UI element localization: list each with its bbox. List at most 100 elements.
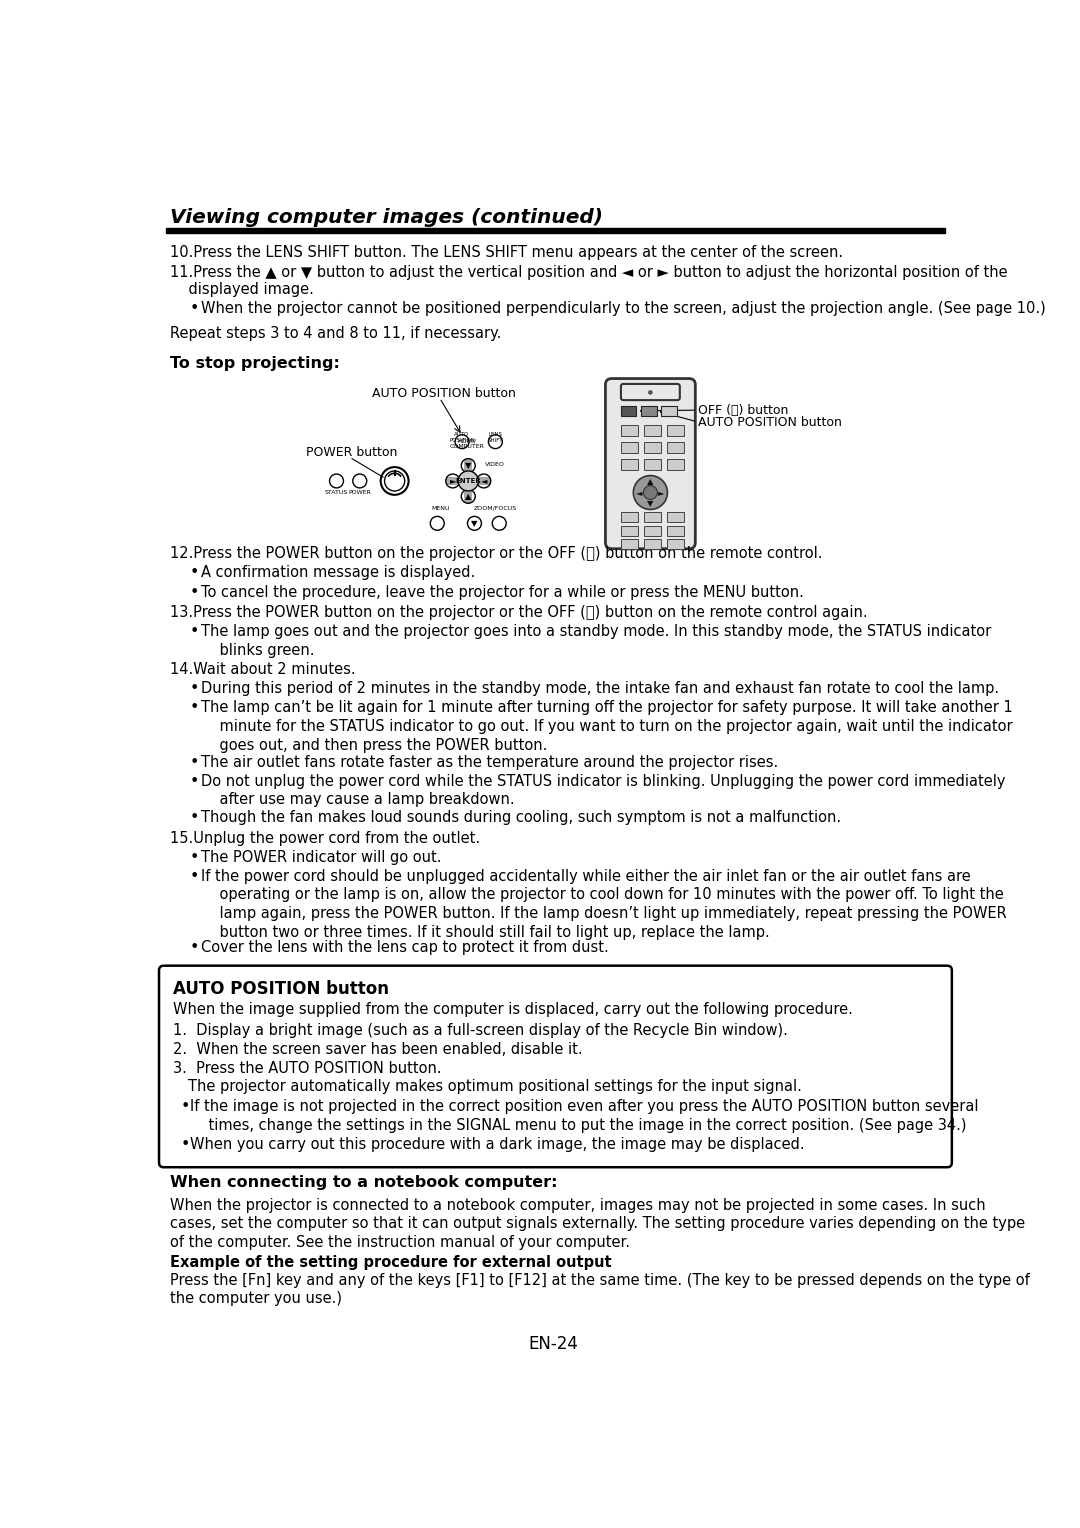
Text: ◄: ◄ [481, 477, 487, 486]
Text: When connecting to a notebook computer:: When connecting to a notebook computer: [170, 1175, 557, 1190]
Text: Press the [Fn] key and any of the keys [F1] to [F12] at the same time. (The key : Press the [Fn] key and any of the keys [… [170, 1273, 1029, 1306]
Bar [667, 512, 685, 521]
Text: ZOOM/FOCUS: ZOOM/FOCUS [474, 506, 517, 510]
Text: MENU: MENU [432, 506, 450, 510]
Bar [621, 442, 638, 454]
Text: Repeat steps 3 to 4 and 8 to 11, if necessary.: Repeat steps 3 to 4 and 8 to 11, if nece… [170, 325, 501, 341]
Text: If the power cord should be unplugged accidentally while either the air inlet fa: If the power cord should be unplugged ac… [201, 869, 1007, 940]
Text: 12.Press the POWER button on the projector or the OFF (⏻) button on the remote c: 12.Press the POWER button on the project… [170, 547, 822, 561]
Circle shape [648, 390, 652, 394]
Text: •: • [180, 1099, 190, 1114]
Bar [621, 539, 638, 550]
Bar [621, 526, 638, 536]
Text: •: • [190, 850, 200, 865]
Text: The lamp goes out and the projector goes into a standby mode. In this standby mo: The lamp goes out and the projector goes… [201, 623, 991, 657]
Text: Though the fan makes loud sounds during cooling, such symptom is not a malfuncti: Though the fan makes loud sounds during … [201, 810, 841, 825]
Bar [446, 477, 490, 484]
Text: 11.Press the ▲ or ▼ button to adjust the vertical position and ◄ or ► button to : 11.Press the ▲ or ▼ button to adjust the… [170, 264, 1008, 280]
Text: •: • [190, 940, 200, 955]
Text: 3.  Press the AUTO POSITION button.: 3. Press the AUTO POSITION button. [173, 1060, 442, 1076]
Text: Do not unplug the power cord while the STATUS indicator is blinking. Unplugging : Do not unplug the power cord while the S… [201, 773, 1005, 807]
Text: •: • [190, 565, 200, 581]
Text: Example of the setting procedure for external output: Example of the setting procedure for ext… [170, 1254, 611, 1270]
Text: AUTO
POSITION: AUTO POSITION [449, 432, 475, 443]
Text: A confirmation message is displayed.: A confirmation message is displayed. [201, 565, 475, 581]
Text: If the image is not projected in the correct position even after you press the A: If the image is not projected in the cor… [190, 1099, 978, 1132]
Text: The lamp can’t be lit again for 1 minute after turning off the projector for saf: The lamp can’t be lit again for 1 minute… [201, 700, 1013, 753]
Text: ▼: ▼ [465, 461, 472, 471]
Text: AUTO POSITION button: AUTO POSITION button [699, 416, 842, 428]
Text: Viewing computer images (continued): Viewing computer images (continued) [170, 208, 603, 228]
Text: 10.Press the LENS SHIFT button. The LENS SHIFT menu appears at the center of the: 10.Press the LENS SHIFT button. The LENS… [170, 244, 843, 260]
Text: POWER button: POWER button [307, 446, 397, 460]
Text: 14.Wait about 2 minutes.: 14.Wait about 2 minutes. [170, 662, 355, 677]
Text: Cover the lens with the lens cap to protect it from dust.: Cover the lens with the lens cap to prot… [201, 940, 609, 955]
Bar [642, 406, 657, 416]
Bar [667, 526, 685, 536]
Text: When the projector cannot be positioned perpendicularly to the screen, adjust th: When the projector cannot be positioned … [201, 301, 1045, 316]
Text: HDMI/
COMPUTER: HDMI/ COMPUTER [449, 439, 484, 449]
Text: displayed image.: displayed image. [170, 283, 314, 298]
Bar [644, 442, 661, 454]
Text: The projector automatically makes optimum positional settings for the input sign: The projector automatically makes optimu… [189, 1079, 802, 1094]
Text: During this period of 2 minutes in the standby mode, the intake fan and exhaust : During this period of 2 minutes in the s… [201, 681, 999, 697]
FancyBboxPatch shape [606, 379, 696, 549]
Text: To stop projecting:: To stop projecting: [170, 356, 340, 371]
FancyBboxPatch shape [621, 384, 679, 400]
Text: •: • [190, 755, 200, 770]
Text: LENS
SHIFT: LENS SHIFT [488, 432, 503, 443]
Text: 13.Press the POWER button on the projector or the OFF (⏻) button on the remote c: 13.Press the POWER button on the project… [170, 605, 867, 620]
Bar [621, 458, 638, 471]
Text: POWER: POWER [349, 490, 372, 495]
Text: •: • [190, 773, 200, 788]
Text: When the projector is connected to a notebook computer, images may not be projec: When the projector is connected to a not… [170, 1198, 1025, 1250]
Bar [661, 406, 677, 416]
Bar [644, 526, 661, 536]
Text: •: • [190, 700, 200, 715]
Text: •: • [190, 585, 200, 599]
Text: ►: ► [449, 477, 456, 486]
Text: •: • [190, 810, 200, 825]
Text: EN-24: EN-24 [528, 1335, 579, 1354]
Bar [621, 425, 638, 437]
Bar [464, 458, 472, 503]
FancyBboxPatch shape [159, 966, 951, 1167]
Bar [644, 512, 661, 521]
Text: ◄: ◄ [636, 487, 643, 497]
Bar [667, 458, 685, 471]
Text: •: • [190, 623, 200, 639]
Circle shape [458, 471, 478, 490]
Text: •: • [190, 681, 200, 697]
Text: OFF (⏻) button: OFF (⏻) button [699, 403, 788, 417]
Text: AUTO POSITION button: AUTO POSITION button [372, 387, 515, 400]
Text: The POWER indicator will go out.: The POWER indicator will go out. [201, 850, 442, 865]
Text: ▲: ▲ [465, 492, 472, 501]
Text: AUTO POSITION button: AUTO POSITION button [173, 979, 389, 998]
Text: 1.  Display a bright image (such as a full-screen display of the Recycle Bin win: 1. Display a bright image (such as a ful… [173, 1024, 787, 1038]
Text: ▼: ▼ [471, 520, 477, 527]
Circle shape [644, 486, 658, 500]
Bar [644, 425, 661, 437]
Text: The air outlet fans rotate faster as the temperature around the projector rises.: The air outlet fans rotate faster as the… [201, 755, 778, 770]
Bar [644, 458, 661, 471]
Text: 2.  When the screen saver has been enabled, disable it.: 2. When the screen saver has been enable… [173, 1042, 582, 1057]
Text: When the image supplied from the computer is displaced, carry out the following : When the image supplied from the compute… [173, 1002, 853, 1018]
Bar [621, 406, 636, 416]
Bar [166, 228, 945, 234]
Text: ▲: ▲ [647, 477, 653, 486]
Text: VIDEO: VIDEO [485, 461, 505, 468]
Text: ►: ► [658, 487, 664, 497]
Text: STATUS: STATUS [325, 490, 348, 495]
Text: ENTER: ENTER [456, 478, 481, 484]
Text: When you carry out this procedure with a dark image, the image may be displaced.: When you carry out this procedure with a… [190, 1137, 805, 1152]
Text: •: • [190, 869, 200, 883]
Bar [667, 425, 685, 437]
Text: 15.Unplug the power cord from the outlet.: 15.Unplug the power cord from the outlet… [170, 831, 480, 845]
Text: •: • [180, 1137, 190, 1152]
Bar [667, 539, 685, 550]
Circle shape [633, 475, 667, 509]
Text: ▼: ▼ [647, 498, 653, 507]
Bar [667, 442, 685, 454]
Bar [621, 512, 638, 521]
Text: •: • [190, 301, 200, 316]
